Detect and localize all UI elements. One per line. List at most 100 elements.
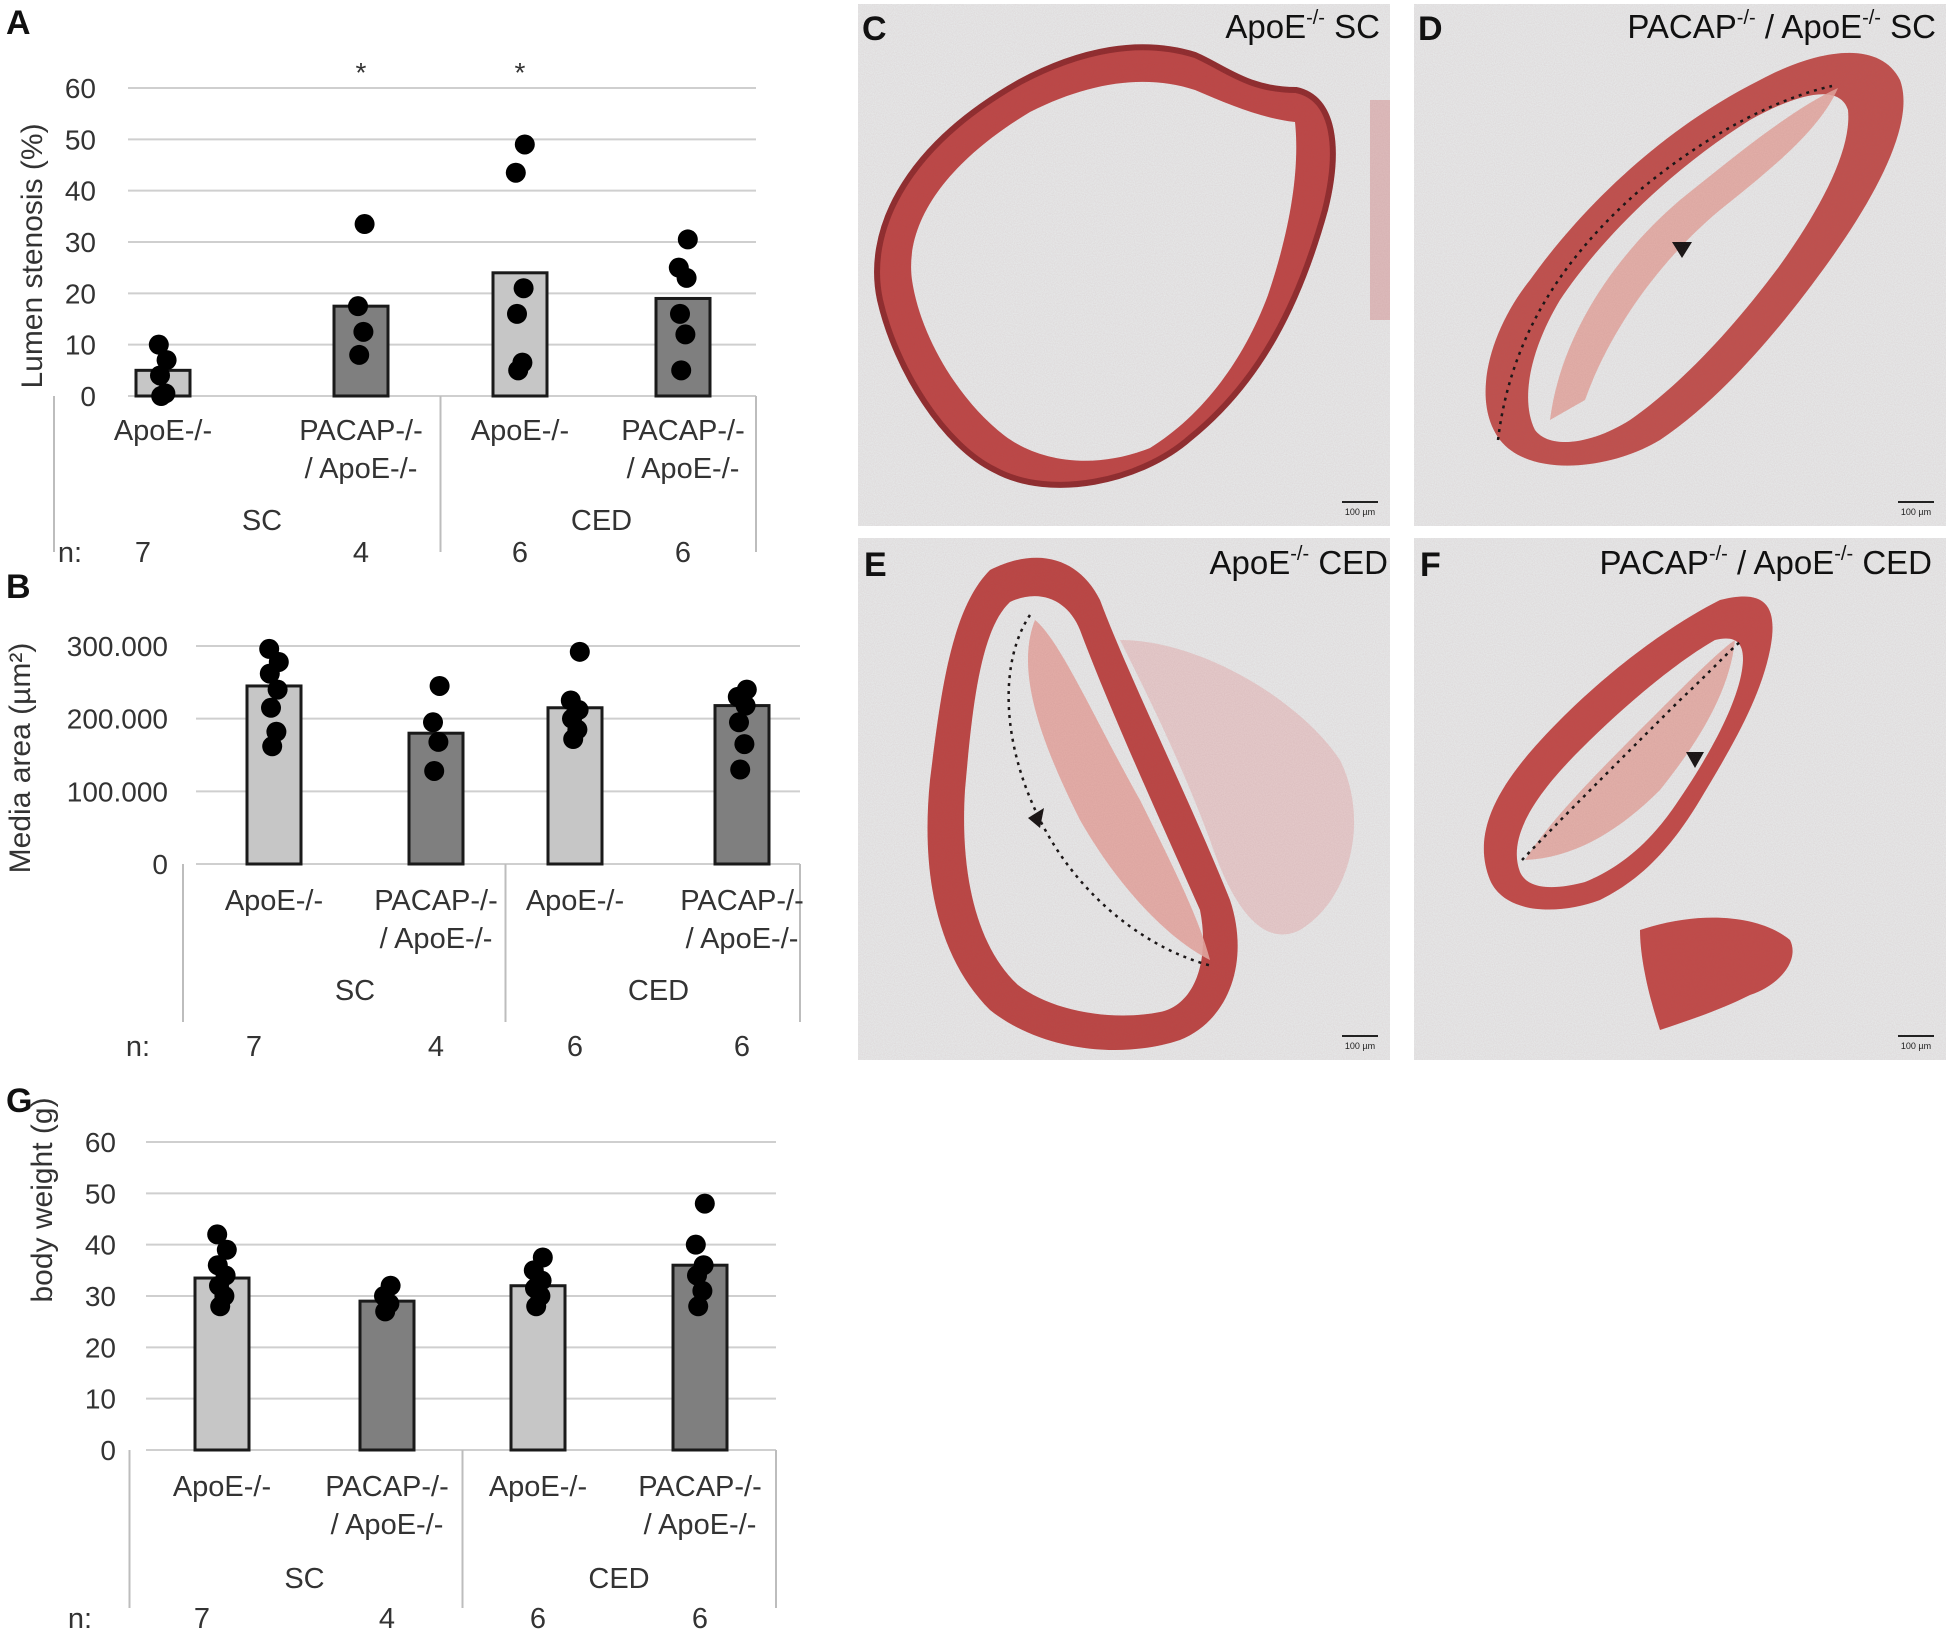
y-tick-label: 100.000 bbox=[67, 776, 168, 807]
category-label: PACAP-/- bbox=[374, 885, 498, 917]
data-point bbox=[675, 324, 696, 345]
data-point bbox=[150, 365, 170, 386]
category-label: / ApoE-/- bbox=[331, 1509, 444, 1541]
data-point bbox=[148, 334, 169, 355]
data-point bbox=[730, 759, 751, 780]
n-value: 4 bbox=[428, 1031, 444, 1063]
y-tick-label: 10 bbox=[65, 330, 96, 361]
data-point bbox=[155, 383, 176, 404]
chart-g-ylabel: body weight (g) bbox=[26, 1097, 59, 1302]
n-label: n: bbox=[58, 537, 82, 569]
n-value: 4 bbox=[353, 537, 369, 569]
category-label: PACAP-/- bbox=[638, 1471, 762, 1503]
category-label: ApoE-/- bbox=[526, 885, 624, 917]
y-tick-label: 50 bbox=[65, 124, 96, 155]
y-tick-label: 0 bbox=[100, 1435, 116, 1466]
bar-g-2 bbox=[358, 1299, 416, 1452]
group-label: CED bbox=[628, 975, 689, 1007]
y-tick-label: 20 bbox=[65, 278, 96, 309]
y-tick-label: 30 bbox=[85, 1281, 116, 1312]
n-value: 6 bbox=[512, 537, 528, 569]
panel-letter-b: B bbox=[6, 568, 31, 606]
histology-panel-e: E ApoE-/- CED 100 µm bbox=[858, 538, 1390, 1060]
data-point bbox=[259, 638, 280, 659]
data-point bbox=[505, 162, 526, 183]
data-point bbox=[677, 229, 698, 250]
data-point bbox=[261, 697, 281, 718]
histology-d-texture bbox=[1414, 4, 1946, 526]
data-point bbox=[668, 257, 689, 278]
data-point bbox=[512, 352, 533, 373]
data-point bbox=[569, 641, 590, 662]
category-label: ApoE-/- bbox=[173, 1471, 271, 1503]
category-label: PACAP-/- bbox=[680, 885, 804, 917]
data-point bbox=[207, 1255, 228, 1276]
scale-bar-label-f: 100 µm bbox=[1901, 1041, 1931, 1051]
y-tick-label: 300.000 bbox=[67, 631, 168, 662]
histology-label-f: PACAP-/- / ApoE-/- CED bbox=[1600, 543, 1932, 581]
category-label: ApoE-/- bbox=[489, 1471, 587, 1503]
y-tick-label: 30 bbox=[65, 227, 96, 258]
histology-label-c: ApoE-/- SC bbox=[1225, 7, 1380, 45]
n-label: n: bbox=[126, 1031, 150, 1063]
data-point bbox=[560, 690, 581, 711]
data-point bbox=[671, 360, 692, 381]
data-point bbox=[353, 321, 374, 342]
data-point bbox=[670, 303, 690, 324]
data-point bbox=[685, 1234, 706, 1255]
histology-letter-f: F bbox=[1420, 546, 1441, 584]
n-value: 6 bbox=[692, 1603, 708, 1635]
category-label: ApoE-/- bbox=[471, 415, 569, 447]
category-label: / ApoE-/- bbox=[305, 453, 418, 485]
data-point bbox=[734, 734, 755, 755]
group-label: CED bbox=[588, 1563, 649, 1595]
data-point bbox=[513, 278, 534, 299]
category-label: ApoE-/- bbox=[114, 415, 212, 447]
histology-letter-e: E bbox=[864, 546, 887, 584]
histology-label-d: PACAP-/- / ApoE-/- SC bbox=[1627, 7, 1936, 45]
category-label: / ApoE-/- bbox=[627, 453, 740, 485]
y-tick-label: 10 bbox=[85, 1384, 116, 1415]
data-point bbox=[348, 296, 368, 317]
histology-panel-d: D PACAP-/- / ApoE-/- SC 100 µm bbox=[1414, 4, 1946, 526]
histology-panel-f: F PACAP-/- / ApoE-/- CED 100 µm bbox=[1414, 538, 1946, 1060]
n-value: 7 bbox=[246, 1031, 262, 1063]
histology-f-texture bbox=[1414, 538, 1946, 1060]
category-label: PACAP-/- bbox=[325, 1471, 449, 1503]
y-tick-label: 200.000 bbox=[67, 704, 168, 735]
histology-label-e: ApoE-/- CED bbox=[1210, 543, 1388, 581]
data-point bbox=[736, 679, 757, 700]
y-tick-label: 50 bbox=[85, 1178, 116, 1209]
n-label: n: bbox=[68, 1603, 92, 1635]
n-value: 6 bbox=[567, 1031, 583, 1063]
category-label: PACAP-/- bbox=[621, 415, 745, 447]
data-point bbox=[514, 134, 535, 155]
data-point bbox=[156, 350, 177, 371]
data-point bbox=[424, 760, 445, 781]
scale-bar-label-e: 100 µm bbox=[1345, 1041, 1375, 1051]
y-tick-label: 60 bbox=[65, 73, 96, 104]
scale-bar-label-d: 100 µm bbox=[1901, 507, 1931, 517]
bar-g-3 bbox=[509, 1284, 567, 1452]
data-point bbox=[428, 731, 449, 752]
group-label: CED bbox=[571, 505, 632, 537]
histology-panel-c: C ApoE-/- SC 100 µm bbox=[858, 4, 1390, 526]
bar-b-2 bbox=[407, 731, 465, 866]
scale-bar-label-c: 100 µm bbox=[1345, 507, 1375, 517]
n-value: 4 bbox=[379, 1603, 395, 1635]
data-point bbox=[694, 1193, 715, 1214]
chart-body-weight: G body weight (g) 0 10 20 30 40 50 60 ApoE-/- PA… bbox=[6, 1082, 777, 1635]
bar-b-4 bbox=[713, 704, 771, 866]
chart-a-ylabel: Lumen stenosis (%) bbox=[16, 123, 49, 388]
data-point bbox=[349, 344, 370, 365]
y-tick-label: 0 bbox=[152, 849, 168, 880]
data-point bbox=[380, 1275, 401, 1296]
n-value: 6 bbox=[675, 537, 691, 569]
y-tick-label: 40 bbox=[65, 176, 96, 207]
data-point bbox=[354, 214, 375, 235]
data-point bbox=[267, 679, 288, 700]
panel-letter-a: A bbox=[6, 4, 31, 42]
chart-b-ylabel: Media area (µm²) bbox=[4, 643, 37, 874]
data-point bbox=[216, 1239, 237, 1260]
